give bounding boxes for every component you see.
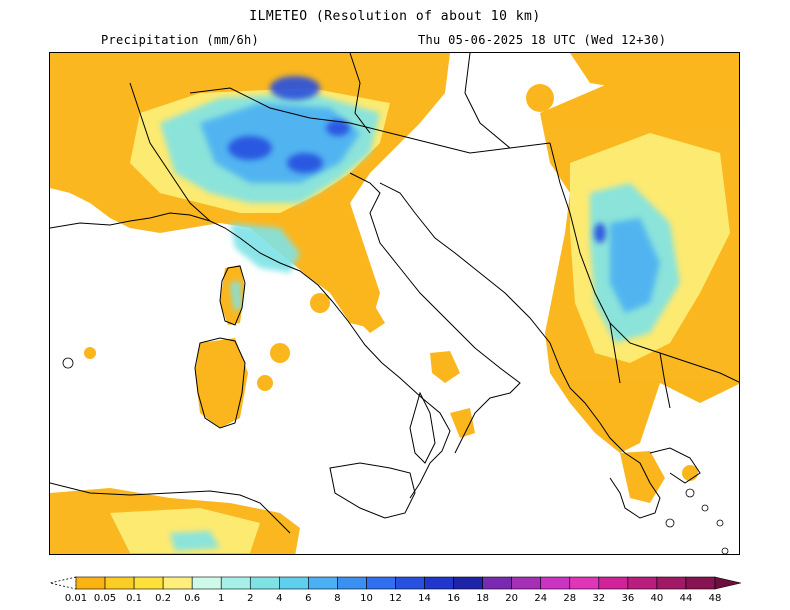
legend-swatch — [191, 576, 222, 590]
legend-tick-label: 0.2 — [155, 593, 172, 604]
legend-tick-label: 0.1 — [126, 593, 143, 604]
legend-bar — [49, 576, 742, 590]
legend-swatch — [453, 576, 483, 590]
legend-tick-label: 12 — [389, 593, 402, 604]
legend-swatch — [424, 576, 454, 590]
legend-tick-label: 24 — [534, 593, 548, 604]
legend-swatch — [511, 576, 542, 590]
legend-swatch — [366, 576, 396, 590]
legend-tick-label: 6 — [305, 593, 312, 604]
islands — [62, 357, 729, 554]
legend-tick-label: 0.05 — [93, 593, 117, 604]
legend-tick-label: 18 — [476, 593, 489, 604]
legend-swatch — [569, 576, 600, 590]
legend-swatch — [75, 576, 106, 590]
legend-swatch — [104, 576, 135, 590]
precip-dark-cores — [228, 76, 606, 243]
map-title: ILMETEO (Resolution of about 10 km) — [249, 9, 541, 24]
legend-under-arrow — [49, 576, 77, 590]
legend-tick-label: 44 — [679, 593, 693, 604]
legend-swatch — [220, 576, 251, 590]
legend-tick-label: 28 — [563, 593, 577, 604]
legend-tick-label: 0.01 — [64, 593, 88, 604]
legend-tick-label: 20 — [505, 593, 519, 604]
legend-swatch — [162, 576, 193, 590]
legend-over-arrow — [714, 576, 742, 590]
legend-tick-label: 4 — [276, 593, 283, 604]
legend-swatch — [627, 576, 658, 590]
legend-tick-label: 8 — [334, 593, 341, 604]
legend-swatch — [279, 576, 309, 590]
legend-swatch — [337, 576, 367, 590]
map-canvas — [50, 53, 739, 554]
legend-swatch — [598, 576, 629, 590]
legend-swatch — [656, 576, 687, 590]
legend-tick-label: 1 — [218, 593, 225, 604]
legend-swatch — [249, 576, 280, 590]
legend-tick-label: 32 — [592, 593, 606, 604]
legend-swatch — [540, 576, 571, 590]
legend-tick-label: 14 — [418, 593, 431, 604]
legend-swatch — [133, 576, 164, 590]
color-legend: 0.01 0.05 0.1 0.2 0.6 1 2 4 6 8 10 12 14 16 18 20 24 28 32… — [0, 572, 790, 610]
legend-swatch — [308, 576, 338, 590]
legend-tick-label: 2 — [247, 593, 254, 604]
legend-tick-label: 48 — [708, 593, 722, 604]
legend-tick-label: 36 — [621, 593, 635, 604]
variable-label: Precipitation (mm/6h) — [101, 33, 260, 47]
legend-tick-label: 16 — [447, 593, 460, 604]
legend-tick-label: 0.6 — [184, 593, 201, 604]
legend-swatch — [685, 576, 716, 590]
legend-tick-label: 10 — [360, 593, 373, 604]
valid-time-label: Thu 05-06-2025 18 UTC (Wed 12+30) — [418, 33, 667, 47]
precipitation-map — [49, 52, 740, 555]
legend-tick-label: 40 — [650, 593, 664, 604]
coastlines — [50, 53, 739, 534]
legend-swatch — [482, 576, 512, 590]
legend-swatch — [395, 576, 425, 590]
